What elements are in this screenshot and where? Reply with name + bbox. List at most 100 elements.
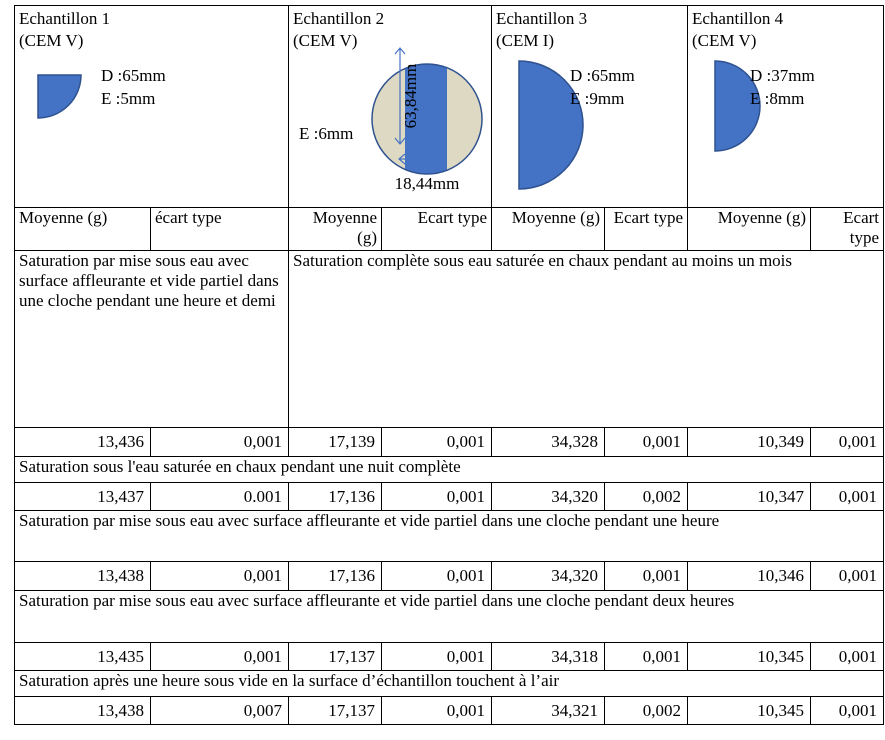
value-cell: 0,001: [810, 427, 884, 457]
value-cell: 13,436: [14, 427, 151, 457]
value-cell: 0,002: [604, 696, 688, 725]
stat-header: Ecart type: [604, 207, 688, 251]
value-cell: 0,001: [150, 427, 289, 457]
sample-figure: Echantillon 1 (CEM V) D :65mm E :5mm: [19, 9, 166, 119]
protocol-row: Saturation sous l'eau saturée en chaux p…: [14, 456, 884, 483]
sample-figure: Echantillon 2 (CEM V) 63,84mm 18,44mm E …: [293, 9, 483, 193]
value-cell: 0,001: [150, 561, 289, 591]
value-row: 13,436 0,001 17,139 0,001 34,328 0,001 10,349 0…: [14, 427, 884, 457]
sample-shape: [37, 74, 82, 119]
value-row: 13,435 0,001 17,137 0,001 34,318 0,001 10,345 0…: [14, 642, 884, 671]
stat-header: Moyenne (g): [288, 207, 382, 251]
protocol-description: Saturation par mise sous eau avec surfac…: [14, 590, 884, 643]
value-cell: 10,349: [687, 427, 811, 457]
sample-thickness: E :9mm: [570, 89, 624, 108]
sample-figure: Echantillon 3 (CEM I) D :65mm E :9mm: [496, 9, 635, 190]
protocol-row: Saturation après une heure sous vide en …: [14, 670, 884, 697]
protocol-description: Saturation après une heure sous vide en …: [14, 670, 884, 697]
value-cell: 0,001: [604, 427, 688, 457]
value-cell: 17,137: [288, 696, 382, 725]
stat-header: Moyenne (g): [14, 207, 151, 251]
value-cell: 10,347: [687, 482, 811, 511]
sample-thickness: E :5mm: [101, 89, 155, 108]
sample-cell: Echantillon 2 (CEM V) 63,84mm 18,44mm E …: [288, 5, 492, 208]
sample-cell: Echantillon 1 (CEM V) D :65mm E :5mm: [14, 5, 289, 208]
value-cell: 0,001: [381, 561, 492, 591]
stat-header: Ecart type: [810, 207, 884, 251]
value-cell: 0,002: [604, 482, 688, 511]
height-arrowheads: [394, 47, 406, 145]
sample-thickness: E :6mm: [299, 124, 353, 143]
value-cell: 13,435: [14, 642, 151, 671]
width-arrowheads: [398, 153, 442, 165]
stat-header: Ecart type: [381, 207, 492, 251]
sample-cement: (CEM V): [293, 31, 357, 50]
value-row: 13,437 0.001 17,136 0,001 34,320 0,002 10,347 0…: [14, 482, 884, 511]
value-cell: 0,001: [604, 642, 688, 671]
height-label: 63,84mm: [401, 64, 420, 129]
value-cell: 34,328: [491, 427, 605, 457]
sample-band: [405, 64, 447, 174]
sample-cell: Echantillon 4 (CEM V) D :37mm E :8mm: [687, 5, 884, 208]
protocol-description: Saturation complète sous eau saturée en …: [288, 250, 884, 428]
results-table: Echantillon 1 (CEM V) D :65mm E :5mm Ech…: [14, 5, 884, 725]
sample-cell: Echantillon 3 (CEM I) D :65mm E :9mm: [491, 5, 688, 208]
value-cell: 0,001: [381, 642, 492, 671]
sample-cement: (CEM I): [496, 31, 554, 50]
document: Echantillon 1 (CEM V) D :65mm E :5mm Ech…: [14, 5, 884, 725]
value-cell: 34,320: [491, 561, 605, 591]
value-row: 13,438 0,001 17,136 0,001 34,320 0,001 10,346 0…: [14, 561, 884, 591]
sample-name: Echantillon 2: [293, 9, 384, 28]
value-cell: 17,136: [288, 561, 382, 591]
value-cell: 0,001: [604, 561, 688, 591]
sample-name: Echantillon 1: [19, 9, 110, 28]
value-cell: 0,001: [810, 482, 884, 511]
value-row: 13,438 0,007 17,137 0,001 34,321 0,002 10,345 0…: [14, 696, 884, 725]
value-cell: 34,318: [491, 642, 605, 671]
stat-header: écart type: [150, 207, 289, 251]
width-label: 18,44mm: [395, 174, 460, 193]
protocol-row: Saturation par mise sous eau avec surfac…: [14, 250, 884, 428]
protocol-description: Saturation par mise sous eau avec surfac…: [14, 510, 884, 562]
value-cell: 17,136: [288, 482, 382, 511]
value-cell: 10,346: [687, 561, 811, 591]
value-cell: 0,001: [150, 642, 289, 671]
value-cell: 17,139: [288, 427, 382, 457]
value-cell: 34,320: [491, 482, 605, 511]
value-cell: 0,001: [381, 427, 492, 457]
stat-header-row: Moyenne (g) écart type Moyenne (g) Ecart ty…: [14, 207, 884, 251]
value-cell: 34,321: [491, 696, 605, 725]
value-cell: 0,001: [810, 696, 884, 725]
sample-cement: (CEM V): [692, 31, 756, 50]
value-cell: 0,001: [381, 696, 492, 725]
sample-diameter: D :65mm: [101, 66, 166, 85]
value-cell: 0,001: [810, 642, 884, 671]
protocol-description: Saturation par mise sous eau avec surfac…: [14, 250, 289, 428]
stat-header: Moyenne (g): [687, 207, 811, 251]
value-cell: 0,007: [150, 696, 289, 725]
value-cell: 17,137: [288, 642, 382, 671]
sample-diameter: D :65mm: [570, 66, 635, 85]
value-cell: 10,345: [687, 642, 811, 671]
sample-figure: Echantillon 4 (CEM V) D :37mm E :8mm: [692, 9, 815, 152]
sample-name: Echantillon 4: [692, 9, 784, 28]
protocol-description: Saturation sous l'eau saturée en chaux p…: [14, 456, 884, 483]
value-cell: 13,437: [14, 482, 151, 511]
value-cell: 0,001: [810, 561, 884, 591]
sample-shape: [714, 60, 761, 152]
sample-shape: [518, 60, 584, 190]
value-cell: 0.001: [150, 482, 289, 511]
sample-thickness: E :8mm: [750, 89, 804, 108]
stat-header: Moyenne (g): [491, 207, 605, 251]
sample-header-row: Echantillon 1 (CEM V) D :65mm E :5mm Ech…: [14, 5, 884, 208]
value-cell: 13,438: [14, 696, 151, 725]
protocol-row: Saturation par mise sous eau avec surfac…: [14, 590, 884, 643]
sample-name: Echantillon 3: [496, 9, 587, 28]
sample-outline: [371, 63, 483, 175]
value-cell: 10,345: [687, 696, 811, 725]
sample-diameter: D :37mm: [750, 66, 815, 85]
value-cell: 0,001: [381, 482, 492, 511]
sample-cement: (CEM V): [19, 31, 83, 50]
value-cell: 13,438: [14, 561, 151, 591]
